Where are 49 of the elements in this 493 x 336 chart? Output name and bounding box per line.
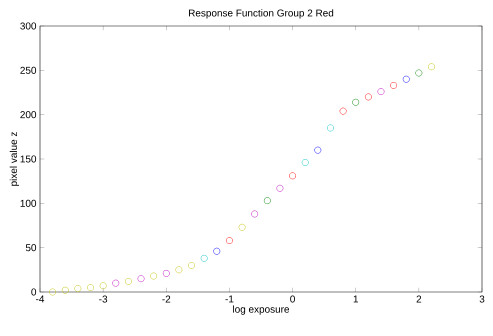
point: [327, 124, 334, 132]
point: [364, 93, 372, 100]
point: [175, 266, 182, 274]
point: [112, 280, 120, 287]
point: [49, 288, 56, 296]
x-tick-label: -2: [162, 296, 170, 302]
point: [62, 286, 69, 294]
point: [100, 282, 107, 290]
point: [264, 197, 271, 204]
point: [150, 272, 158, 280]
point: [276, 184, 284, 192]
point: [378, 88, 384, 96]
y-tick-label: 250: [20, 66, 36, 74]
point: [213, 248, 220, 255]
y-tick-label: 300: [20, 22, 36, 30]
point: [87, 284, 94, 292]
x-tick-label: 0: [290, 296, 295, 303]
y-tick-label: 50: [26, 244, 36, 252]
point: [302, 159, 309, 166]
point: [289, 172, 296, 180]
chart-title: Response Function Group 2 Red: [188, 9, 334, 18]
point: [352, 98, 360, 106]
x-tick-label: -4: [36, 296, 44, 302]
point: [200, 254, 208, 262]
point: [415, 70, 422, 76]
x-tick-label: -3: [99, 296, 108, 303]
point: [314, 146, 322, 154]
point: [402, 76, 410, 83]
point: [74, 285, 82, 292]
y-tick-label: 200: [20, 111, 36, 118]
x-tick-label: 3: [480, 296, 484, 303]
y-axis-title: pixel value z: [10, 132, 19, 186]
x-axis-title: log exposure: [233, 305, 290, 315]
x-tick-label: 1: [354, 296, 358, 302]
point: [428, 63, 435, 70]
point: [251, 210, 258, 218]
x-tick-label: 2: [416, 296, 422, 302]
point: [340, 108, 347, 115]
y-tick-label: 150: [20, 155, 36, 163]
y-tick-label: 0: [31, 288, 36, 296]
point: [162, 270, 170, 277]
point: [188, 262, 195, 269]
point: [390, 82, 398, 89]
point: [138, 275, 144, 282]
x-tick-label: -1: [225, 296, 234, 302]
point: [124, 278, 132, 285]
point: [238, 224, 246, 231]
y-tick-label: 100: [20, 200, 36, 207]
point: [226, 237, 233, 244]
